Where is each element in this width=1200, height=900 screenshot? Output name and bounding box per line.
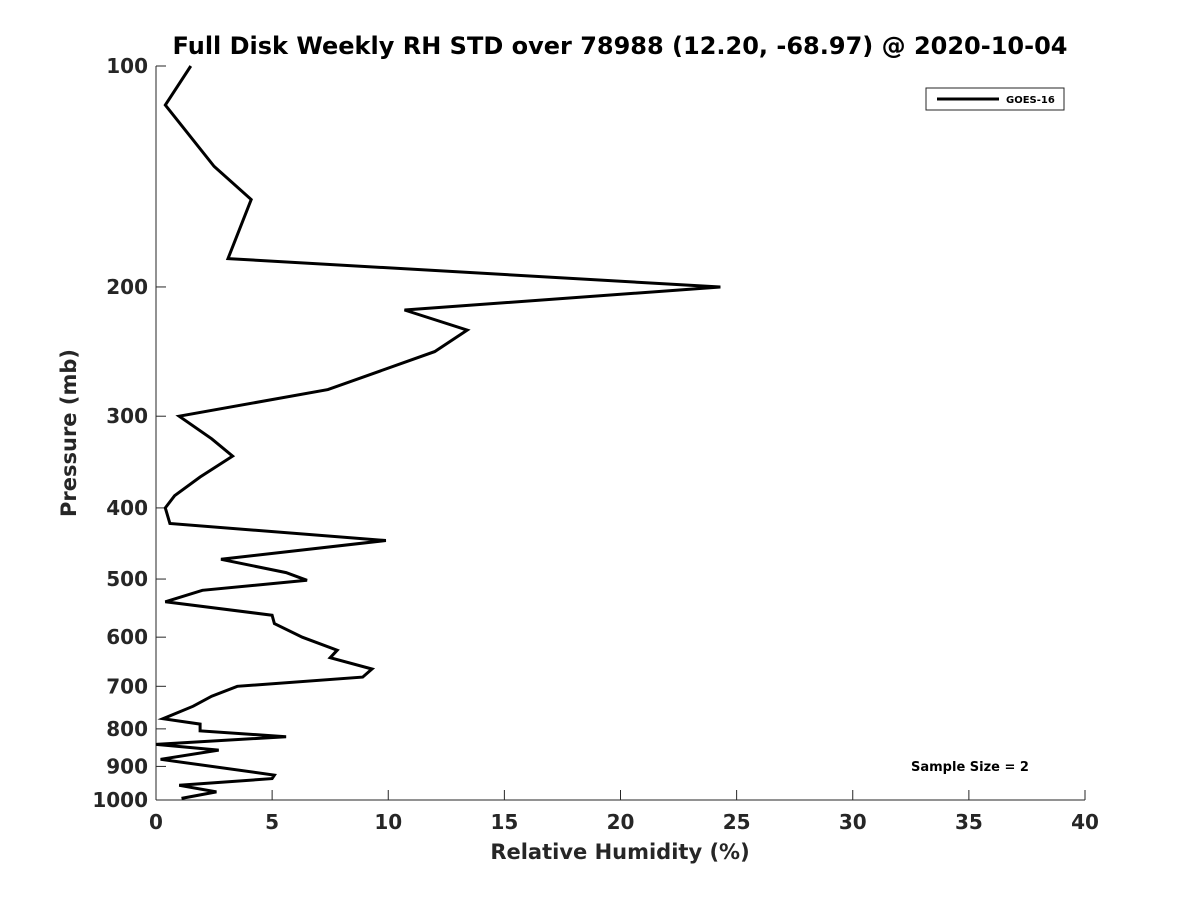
series-line-goes-16	[155, 65, 721, 800]
x-axis-label: Relative Humidity (%)	[490, 840, 749, 864]
y-tick-label: 400	[106, 496, 148, 520]
sample-size-annotation: Sample Size = 2	[911, 760, 1029, 775]
x-tick-label: 30	[839, 810, 867, 834]
x-tick-label: 15	[490, 810, 518, 834]
y-tick-label: 300	[106, 404, 148, 428]
x-tick-label: 35	[955, 810, 983, 834]
legend-label-goes-16: GOES-16	[1006, 95, 1055, 106]
axes-background	[156, 66, 1085, 800]
x-tick-label: 20	[607, 810, 635, 834]
y-tick-label: 500	[106, 567, 148, 591]
y-axis-label: Pressure (mb)	[57, 349, 81, 517]
y-tick-label: 800	[106, 717, 148, 741]
x-tick-label: 40	[1071, 810, 1099, 834]
y-tick-label: 200	[106, 275, 148, 299]
x-axis-ticks: 0 5 10 15 20 25 30 35 40	[149, 790, 1099, 834]
series-layer	[155, 65, 721, 800]
y-tick-label: 900	[106, 754, 148, 778]
x-tick-label: 10	[374, 810, 402, 834]
plot-area: 0 5 10 15 20 25 30 35 40 100 200 300 400 500 600 700 80…	[92, 54, 1099, 834]
x-tick-label: 5	[265, 810, 279, 834]
x-tick-label: 0	[149, 810, 163, 834]
y-tick-label: 1000	[92, 788, 148, 812]
chart-title: Full Disk Weekly RH STD over 78988 (12.2…	[173, 32, 1068, 60]
x-tick-label: 25	[723, 810, 751, 834]
y-axis-ticks: 100 200 300 400 500 600 700 800 900 1000	[92, 54, 166, 812]
y-tick-label: 700	[106, 674, 148, 698]
legend: GOES-16	[925, 87, 1065, 111]
y-tick-label: 600	[106, 625, 148, 649]
y-tick-label: 100	[106, 54, 148, 78]
